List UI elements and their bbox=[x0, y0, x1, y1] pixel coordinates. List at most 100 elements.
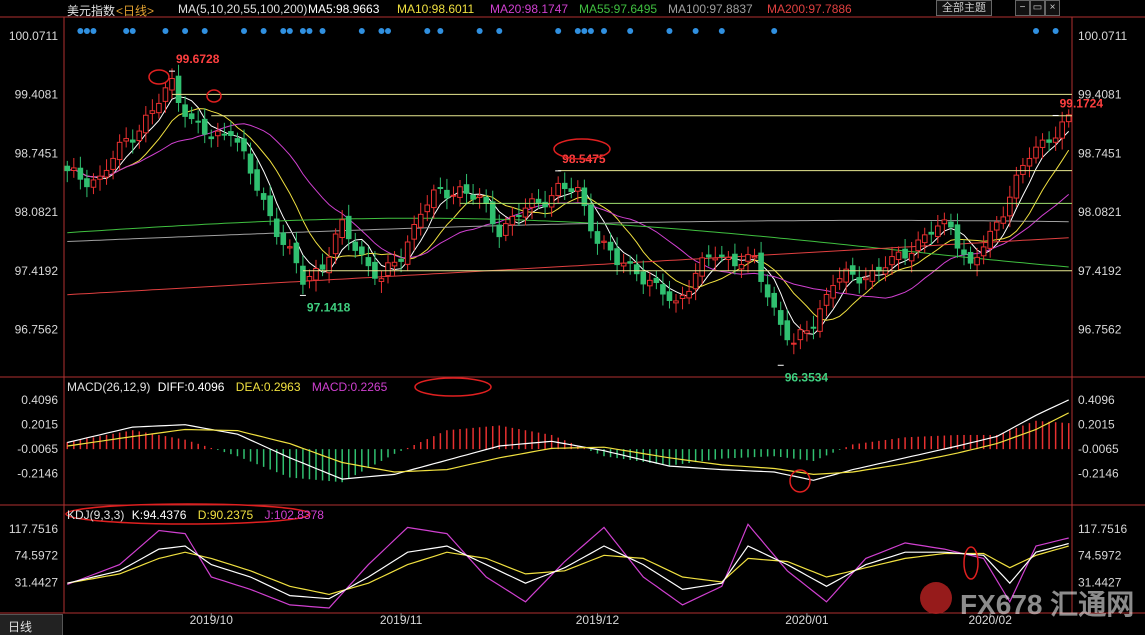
candle-body-17 bbox=[175, 75, 182, 103]
candle-body-13 bbox=[149, 110, 156, 114]
signal-dot-15 bbox=[358, 28, 365, 34]
candle-body-28 bbox=[247, 153, 254, 174]
y-tick-left-2: 98.7451 bbox=[15, 146, 59, 160]
candle-body-58 bbox=[444, 189, 450, 199]
candle-body-63 bbox=[476, 195, 483, 198]
kdj-tick-left-2: 31.4427 bbox=[15, 575, 59, 589]
candle-body-3 bbox=[84, 178, 90, 188]
candle-body-144 bbox=[1007, 196, 1013, 217]
candle-body-135 bbox=[948, 221, 954, 228]
candle-body-7 bbox=[110, 157, 116, 170]
candle-body-70 bbox=[522, 207, 529, 218]
candle-body-91 bbox=[660, 284, 666, 295]
signal-dot-1 bbox=[83, 28, 90, 34]
candle-body-84 bbox=[614, 248, 620, 266]
candle-body-69 bbox=[516, 215, 522, 218]
candle-body-128 bbox=[902, 248, 908, 259]
kdj-cross-highlight bbox=[963, 546, 979, 580]
candle-body-27 bbox=[241, 138, 247, 152]
dea-line bbox=[67, 412, 1069, 476]
candle-body-48 bbox=[378, 278, 385, 282]
y-tick-right-5: 96.7562 bbox=[1078, 323, 1122, 337]
signal-dot-24 bbox=[581, 28, 588, 34]
candle-body-45 bbox=[359, 246, 365, 255]
candle-body-21 bbox=[201, 118, 208, 135]
candle-body-53 bbox=[411, 223, 417, 240]
candle-body-95 bbox=[686, 290, 692, 299]
candle-body-9 bbox=[123, 138, 129, 142]
candle-body-43 bbox=[345, 215, 352, 240]
candle-body-90 bbox=[653, 277, 660, 284]
watermark-logo-icon bbox=[920, 582, 952, 614]
candle-body-19 bbox=[188, 113, 195, 120]
candle-body-20 bbox=[195, 120, 201, 123]
k-name: K bbox=[131, 508, 140, 522]
candle-body-22 bbox=[208, 136, 215, 140]
period-tab[interactable]: 日线 bbox=[0, 614, 63, 635]
candle-body-10 bbox=[129, 139, 136, 143]
period-selector[interactable]: <日线> bbox=[116, 4, 155, 18]
candle-body-46 bbox=[365, 257, 372, 267]
annotation-1: 97.1418 bbox=[307, 300, 351, 314]
kdj-panel: 117.7516 117.7516 74.5972 74.5972 31.4427 31.… bbox=[9, 503, 1127, 609]
candle-body-134 bbox=[941, 219, 948, 225]
watermark-text: FX678 汇通网 bbox=[960, 589, 1135, 620]
candle-body-121 bbox=[856, 277, 863, 284]
chart-frame bbox=[0, 16, 1145, 614]
candle-body-55 bbox=[424, 204, 431, 213]
candle-body-113 bbox=[804, 330, 810, 334]
y-tick-right-4: 97.4192 bbox=[1078, 264, 1122, 278]
close-icon[interactable]: × bbox=[1045, 0, 1060, 16]
candle-body-11 bbox=[136, 130, 143, 142]
ma-value-4: MA100:97.8837 bbox=[668, 2, 753, 16]
candle-body-23 bbox=[215, 130, 221, 137]
y-tick-left-5: 96.7562 bbox=[15, 323, 59, 337]
d-name: D bbox=[197, 508, 207, 522]
candle-body-52 bbox=[404, 241, 411, 265]
x-axis: 2019/10 2019/11 2019/12 2020/01 2020/02 bbox=[190, 613, 1012, 627]
candle-body-35 bbox=[293, 242, 300, 264]
kdj-title: KDJ(9,3,3) bbox=[67, 508, 125, 522]
highlight-ellipse-2 bbox=[553, 138, 611, 160]
y-tick-left-3: 98.0821 bbox=[15, 205, 59, 219]
candle-body-93 bbox=[673, 300, 679, 304]
candle-body-103 bbox=[738, 264, 745, 270]
macd-tick-right-1: 0.2015 bbox=[1078, 418, 1115, 432]
k-value: 94.4376 bbox=[143, 508, 187, 522]
minus-icon[interactable]: − bbox=[1015, 0, 1030, 16]
theme-select[interactable]: 全部主题 bbox=[936, 0, 992, 16]
candle-body-140 bbox=[980, 246, 987, 257]
candle-body-15 bbox=[162, 87, 169, 102]
kdj-d-label: D:90.2375 bbox=[197, 508, 254, 522]
signal-dot-16 bbox=[378, 28, 385, 34]
candle-body-62 bbox=[470, 194, 476, 200]
settings-icon[interactable]: ▭ bbox=[1030, 0, 1045, 16]
kline-panel: 100.0711 100.0711 99.4081 99.4081 98.7451 98.… bbox=[9, 28, 1127, 384]
candle-body-0 bbox=[64, 165, 71, 172]
candle-body-56 bbox=[431, 189, 437, 209]
x-tick-label-2: 2019/12 bbox=[576, 613, 620, 627]
j-name: J bbox=[264, 508, 271, 522]
candle-body-51 bbox=[398, 258, 404, 262]
signal-dot-25 bbox=[587, 28, 594, 34]
d-line bbox=[67, 545, 1069, 596]
ma-value-2: MA20:98.1747 bbox=[490, 2, 569, 16]
macd-value: 0.2265 bbox=[350, 380, 388, 394]
candle-body-29 bbox=[254, 169, 260, 191]
candle-body-2 bbox=[77, 167, 84, 180]
annotation-0: 99.6728 bbox=[176, 52, 220, 66]
diff-line bbox=[67, 399, 1069, 481]
macd-dea-highlight bbox=[414, 377, 492, 397]
candle-body-105 bbox=[751, 256, 758, 259]
candle-body-102 bbox=[732, 253, 738, 267]
signal-dot-20 bbox=[476, 28, 483, 34]
kdj-header: KDJ(9,3,3) K:94.4376 D:90.2375 J:102.837… bbox=[67, 508, 324, 522]
candle-body-1 bbox=[71, 167, 77, 171]
macd-panel: 0.4096 0.4096 0.2015 0.2015 -0.0065 -0.0065 -0… bbox=[17, 377, 1119, 493]
ma5-line bbox=[67, 96, 1070, 335]
j-value: 102.8378 bbox=[273, 508, 324, 522]
kdj-tick-left-0: 117.7516 bbox=[9, 522, 58, 536]
y-tick-right-1: 99.4081 bbox=[1078, 88, 1122, 102]
